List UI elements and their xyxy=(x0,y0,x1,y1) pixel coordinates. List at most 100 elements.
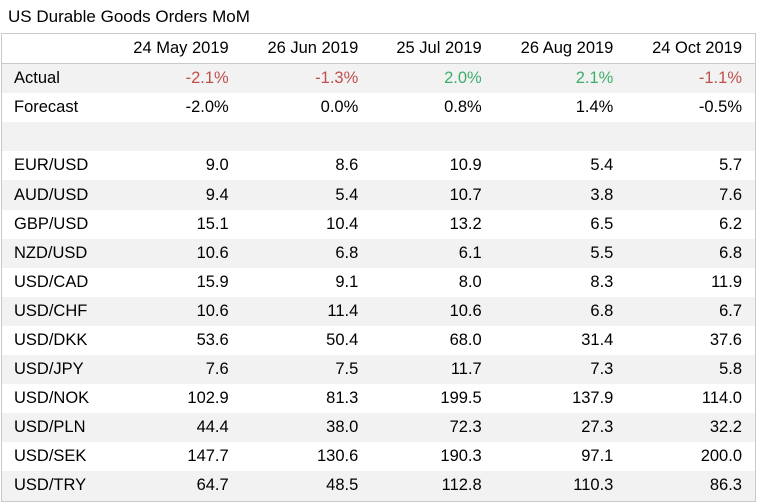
row-label: NZD/USD xyxy=(1,238,107,268)
value-cell: 10.7 xyxy=(371,180,495,210)
column-header: 26 Jun 2019 xyxy=(241,33,372,65)
table-row: NZD/USD 10.6 6.8 6.1 5.5 6.8 xyxy=(1,238,756,268)
spacer-row xyxy=(1,122,756,152)
durable-goods-table: 24 May 2019 26 Jun 2019 25 Jul 2019 26 A… xyxy=(1,33,756,502)
value-cell: 10.9 xyxy=(449,156,482,175)
value-cell: 72.3 xyxy=(371,413,495,443)
value-cell: 6.7 xyxy=(626,296,756,326)
value-cell: 44.4 xyxy=(107,413,242,443)
value-cell: 6.8 xyxy=(626,238,756,268)
value-cell: 3.8 xyxy=(494,180,627,210)
value-cell: 8.0 xyxy=(458,272,482,291)
forecast-cell: 0.8% xyxy=(444,98,482,117)
spacer-cell xyxy=(107,122,242,152)
value-cell: 68.0 xyxy=(449,330,482,349)
spacer-cell xyxy=(1,122,107,152)
spacer-cell xyxy=(371,122,495,152)
column-header: 24 Oct 2019 xyxy=(626,33,756,65)
value-cell: 190.3 xyxy=(440,447,482,466)
value-cell: 200.0 xyxy=(700,447,742,466)
value-cell: 5.5 xyxy=(494,238,627,268)
column-header: 24 May 2019 xyxy=(107,33,242,65)
row-label: USD/CAD xyxy=(14,272,89,291)
row-label: USD/JPY xyxy=(1,355,107,385)
value-cell: 15.9 xyxy=(196,272,229,291)
value-cell: 86.3 xyxy=(626,471,756,501)
value-cell: 9.4 xyxy=(107,180,242,210)
header-corner xyxy=(1,33,107,65)
value-cell: 15.1 xyxy=(196,214,229,233)
value-cell: 10.4 xyxy=(326,214,359,233)
value-cell: 13.2 xyxy=(449,214,482,233)
value-cell: 9.0 xyxy=(205,156,229,175)
value-cell: 6.8 xyxy=(241,238,372,268)
table-row: USD/NOK 102.9 81.3 199.5 137.9 114.0 xyxy=(2,384,756,413)
value-cell: 130.6 xyxy=(316,447,359,466)
value-cell: 53.6 xyxy=(196,330,229,349)
forecast-cell: -2.0% xyxy=(185,98,229,117)
value-cell: 8.3 xyxy=(590,272,614,291)
actual-cell: -1.3% xyxy=(241,63,372,94)
row-label: USD/SEK xyxy=(14,447,87,466)
column-header: 25 Jul 2019 xyxy=(371,33,495,65)
row-label: USD/DKK xyxy=(14,330,88,349)
row-label: USD/CHF xyxy=(1,296,107,326)
value-cell: 97.1 xyxy=(581,447,614,466)
spacer-cell xyxy=(241,122,372,152)
table-row: AUD/USD 9.4 5.4 10.7 3.8 7.6 xyxy=(1,180,756,210)
value-cell: 6.2 xyxy=(719,214,742,233)
actual-cell: 2.0% xyxy=(371,63,495,94)
value-cell: 147.7 xyxy=(187,447,229,466)
table-row: USD/JPY 7.6 7.5 11.7 7.3 5.8 xyxy=(1,355,756,385)
row-label: AUD/USD xyxy=(1,180,107,210)
table-row: EUR/USD 9.0 8.6 10.9 5.4 5.7 xyxy=(2,151,756,180)
value-cell: 10.6 xyxy=(107,296,242,326)
spacer-cell xyxy=(494,122,627,152)
value-cell: 38.0 xyxy=(241,413,372,443)
row-label: Forecast xyxy=(14,98,79,117)
actual-cell: 2.1% xyxy=(494,63,627,94)
value-cell: 10.6 xyxy=(107,238,242,268)
value-cell: 11.7 xyxy=(371,355,495,385)
spacer-cell xyxy=(626,122,756,152)
value-cell: 50.4 xyxy=(326,330,359,349)
value-cell: 10.6 xyxy=(371,296,495,326)
value-cell: 7.6 xyxy=(626,180,756,210)
value-cell: 7.3 xyxy=(494,355,627,385)
value-cell: 64.7 xyxy=(107,471,242,501)
value-cell: 7.6 xyxy=(107,355,242,385)
table-row: GBP/USD 15.1 10.4 13.2 6.5 6.2 xyxy=(2,210,756,239)
header-row: 24 May 2019 26 Jun 2019 25 Jul 2019 26 A… xyxy=(1,33,756,65)
column-header: 26 Aug 2019 xyxy=(494,33,627,65)
actual-cell: -2.1% xyxy=(107,63,242,94)
forecast-cell: -0.5% xyxy=(698,98,742,117)
value-cell: 114.0 xyxy=(701,389,742,408)
value-cell: 199.5 xyxy=(440,389,482,408)
table-row: USD/CHF 10.6 11.4 10.6 6.8 6.7 xyxy=(1,296,756,326)
table-row: USD/TRY 64.7 48.5 112.8 110.3 86.3 xyxy=(1,471,756,501)
forecast-cell: 0.0% xyxy=(320,98,359,117)
row-label: EUR/USD xyxy=(14,156,89,175)
row-label: USD/PLN xyxy=(1,413,107,443)
forecast-row: Forecast -2.0% 0.0% 0.8% 1.4% -0.5% xyxy=(2,93,756,122)
value-cell: 110.3 xyxy=(494,471,627,501)
value-cell: 11.4 xyxy=(241,296,372,326)
actual-cell: -1.1% xyxy=(626,63,756,94)
value-cell: 8.6 xyxy=(335,156,359,175)
value-cell: 5.7 xyxy=(719,156,742,175)
table-row: USD/PLN 44.4 38.0 72.3 27.3 32.2 xyxy=(1,413,756,443)
value-cell: 7.5 xyxy=(241,355,372,385)
value-cell: 31.4 xyxy=(581,330,614,349)
value-cell: 9.1 xyxy=(335,272,359,291)
value-cell: 5.4 xyxy=(241,180,372,210)
forecast-cell: 1.4% xyxy=(575,98,614,117)
value-cell: 32.2 xyxy=(626,413,756,443)
value-cell: 102.9 xyxy=(187,389,229,408)
row-label: USD/TRY xyxy=(1,471,107,501)
value-cell: 37.6 xyxy=(709,330,742,349)
value-cell: 112.8 xyxy=(371,471,495,501)
value-cell: 137.9 xyxy=(572,389,614,408)
value-cell: 5.8 xyxy=(626,355,756,385)
value-cell: 6.1 xyxy=(371,238,495,268)
row-label: USD/NOK xyxy=(14,389,90,408)
